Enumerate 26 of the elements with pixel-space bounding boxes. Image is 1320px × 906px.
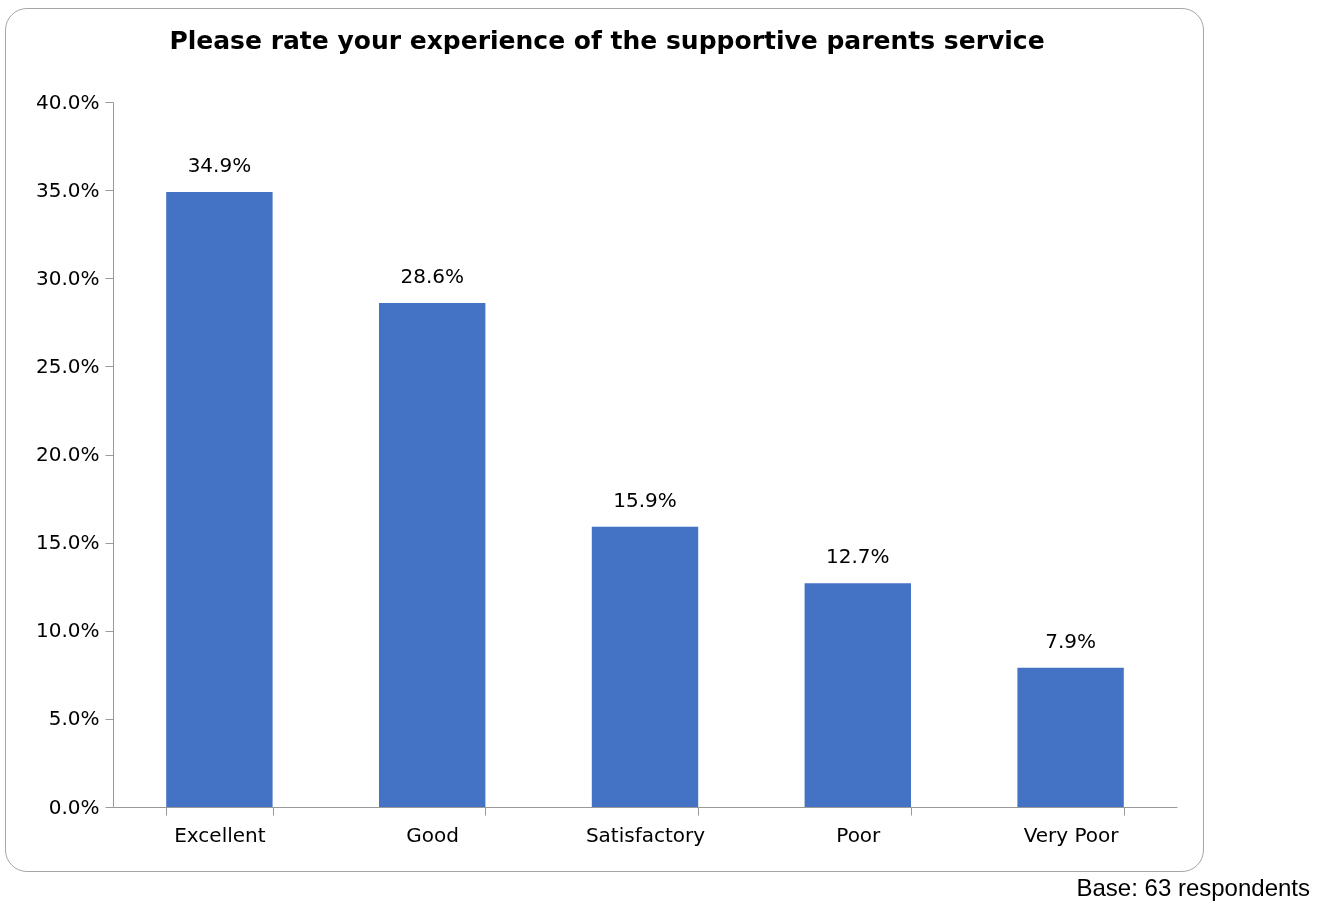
x-tick-label: Excellent [174, 822, 266, 847]
y-tick-label: 20.0% [35, 442, 100, 466]
x-tick-label: Satisfactory [585, 822, 706, 847]
bar [591, 526, 699, 807]
data-label: 7.9% [1045, 628, 1097, 653]
y-tick-label: 30.0% [35, 265, 100, 290]
bar [1017, 667, 1124, 807]
y-tick-label: 35.0% [35, 177, 100, 202]
y-tick-label: 40.0% [35, 89, 100, 114]
x-tick-label: Very Poor [1023, 822, 1120, 847]
y-tick-label: 10.0% [35, 618, 100, 643]
bar [804, 583, 911, 807]
bar [379, 302, 486, 807]
x-tick-label: Good [406, 822, 460, 847]
data-label: 12.7% [826, 544, 890, 569]
x-tick-label: Poor [836, 822, 882, 847]
y-tick-label: 25.0% [35, 353, 100, 378]
y-tick-label: 5.0% [48, 706, 100, 731]
y-tick-label: 15.0% [35, 530, 100, 555]
chart-title: Please rate your experience of the supportive parents service [169, 26, 1045, 55]
text: Base: 63 respondents [1076, 874, 1310, 902]
bar [166, 191, 273, 807]
data-label: 34.9% [187, 152, 252, 177]
data-label: 15.9% [613, 487, 677, 512]
data-label: 28.6% [400, 263, 464, 288]
y-tick-label: 0.0% [48, 794, 100, 819]
